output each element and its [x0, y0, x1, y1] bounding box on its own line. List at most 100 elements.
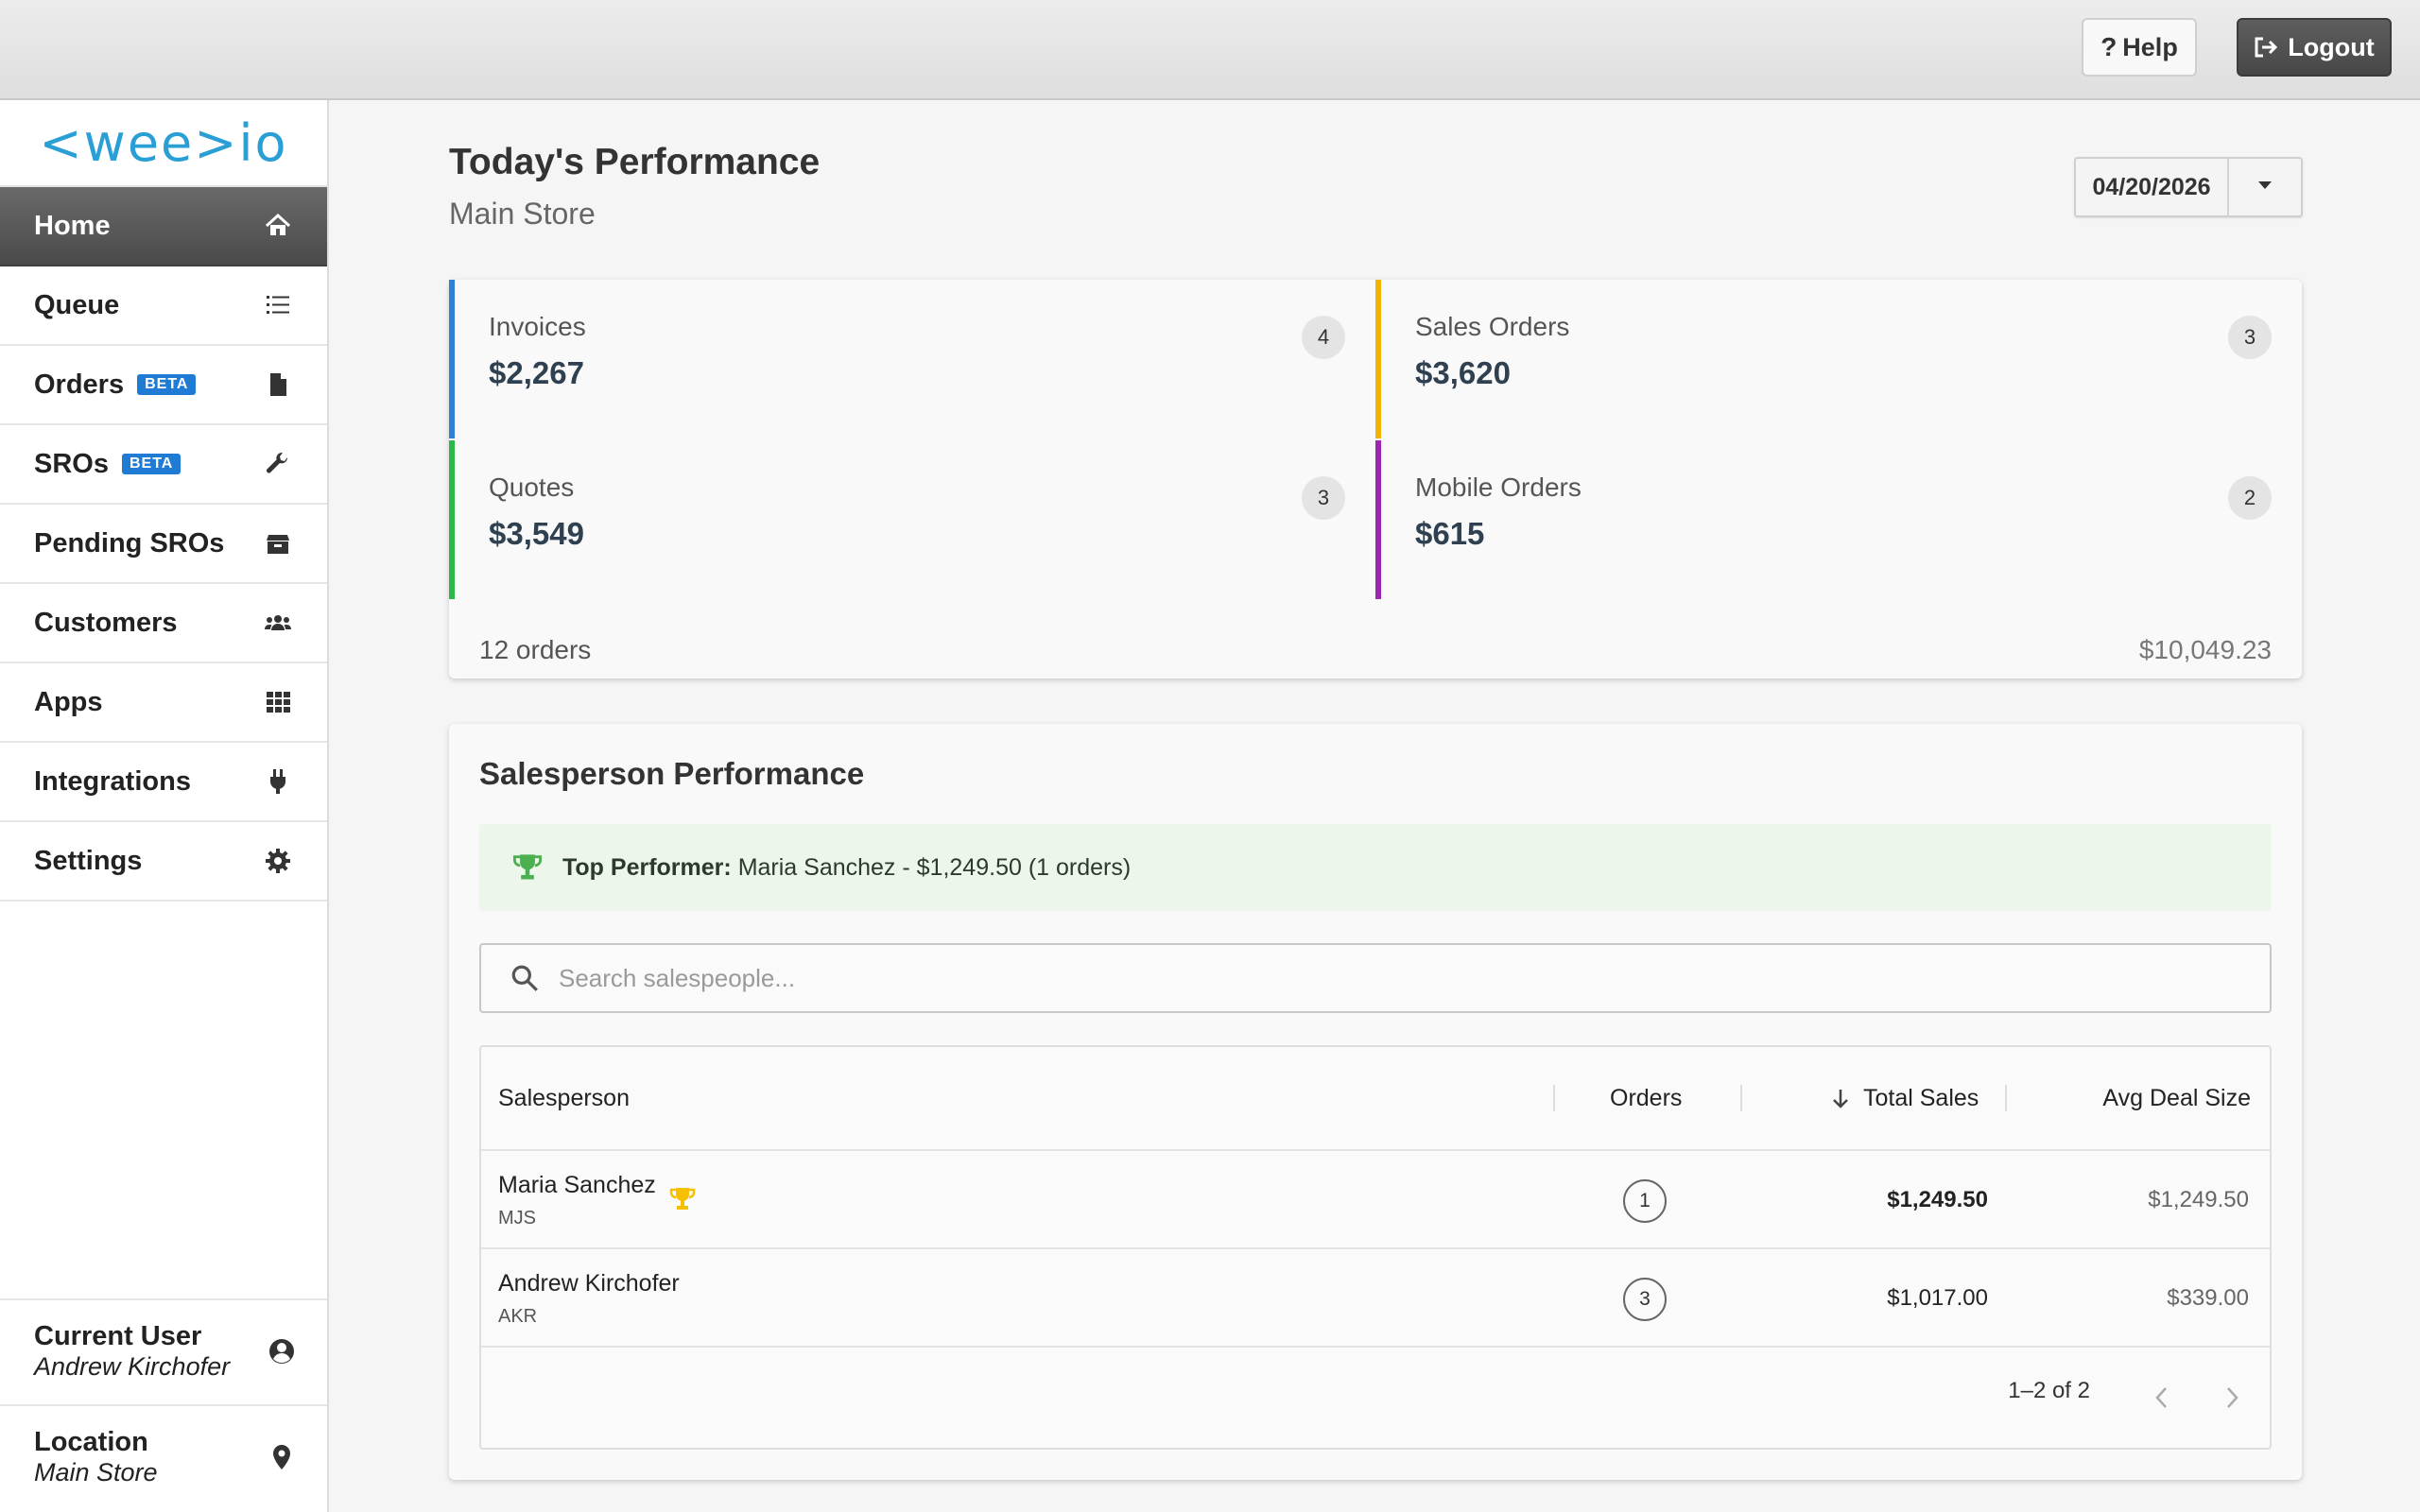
salesperson-initials: AKR: [498, 1306, 538, 1327]
column-header-label: Total Sales: [1863, 1085, 1979, 1111]
location-panel[interactable]: Location Main Store: [0, 1404, 327, 1508]
table-row[interactable]: Andrew Kirchofer AKR 3 $1,017.00 $339.00: [481, 1249, 2270, 1348]
salesperson-name: Maria Sanchez: [498, 1172, 656, 1198]
next-page-button[interactable]: [2222, 1385, 2241, 1410]
brand-logo[interactable]: <wee>io: [0, 100, 327, 187]
sidebar-item-label: Apps: [34, 686, 103, 717]
sidebar-item-label: Settings: [34, 845, 143, 876]
sidebar-item-label: Queue: [34, 289, 120, 320]
column-header-total-sales[interactable]: Total Sales: [1831, 1085, 1979, 1112]
logo-text: <wee>io: [39, 112, 288, 173]
current-user-panel[interactable]: Current User Andrew Kirchofer: [0, 1298, 327, 1402]
location-label: Location: [34, 1427, 148, 1457]
total-sales-value: $1,017.00: [1887, 1285, 1988, 1311]
avg-deal-value: $339.00: [2167, 1285, 2249, 1311]
help-label: Help: [2122, 32, 2178, 61]
salesperson-initials: MJS: [498, 1208, 536, 1228]
salesperson-performance-card: Salesperson Performance Top Performer: M…: [449, 724, 2302, 1480]
sidebar-item-home[interactable]: Home: [0, 187, 327, 266]
sidebar-item-queue[interactable]: Queue: [0, 266, 327, 346]
table-row[interactable]: Maria Sanchez MJS 1 $1,249.50 $1,249.50: [481, 1151, 2270, 1249]
stat-value: $3,549: [489, 516, 584, 551]
sidebar-item-integrations[interactable]: Integrations: [0, 743, 327, 822]
date-dropdown-button[interactable]: [2229, 159, 2301, 215]
sidebar: <wee>io Home Queue Orders BETA SROs BETA…: [0, 100, 329, 1512]
pagination: 1–2 of 2: [481, 1348, 2270, 1448]
sidebar-item-orders[interactable]: Orders BETA: [0, 346, 327, 425]
sidebar-item-apps[interactable]: Apps: [0, 663, 327, 743]
users-icon: [263, 608, 293, 638]
date-picker[interactable]: 04/20/2026: [2074, 157, 2303, 217]
total-orders-count: 12 orders: [479, 635, 592, 664]
caret-down-icon: [2256, 179, 2273, 196]
sidebar-item-label: Customers: [34, 607, 178, 638]
stat-value: $3,620: [1415, 355, 1511, 390]
chevron-left-icon: [2152, 1385, 2171, 1410]
sign-out-icon: [2254, 36, 2278, 59]
stat-label: Mobile Orders: [1415, 472, 1582, 502]
stat-mobile-orders[interactable]: Mobile Orders $615 2: [1375, 440, 2300, 599]
map-pin-icon: [267, 1442, 297, 1472]
list-icon: [263, 290, 293, 320]
beta-badge: BETA: [121, 454, 182, 474]
stat-quotes[interactable]: Quotes $3,549 3: [449, 440, 1374, 599]
home-icon: [263, 211, 293, 241]
stat-value: $2,267: [489, 355, 584, 390]
stat-sales-orders[interactable]: Sales Orders $3,620 3: [1375, 280, 2300, 438]
search-box[interactable]: [479, 943, 2272, 1013]
page-subtitle: Main Store: [449, 197, 596, 231]
performance-summary-card: Invoices $2,267 4 Sales Orders $3,620 3 …: [449, 280, 2302, 679]
stat-count-badge: 2: [2228, 476, 2272, 520]
stat-count-badge: 4: [1302, 316, 1345, 359]
sidebar-item-label: Orders: [34, 369, 125, 400]
stat-count-badge: 3: [1302, 476, 1345, 520]
avg-deal-value: $1,249.50: [2148, 1187, 2249, 1212]
previous-page-button[interactable]: [2152, 1385, 2171, 1410]
sidebar-item-customers[interactable]: Customers: [0, 584, 327, 663]
column-header-orders[interactable]: Orders: [1610, 1085, 1683, 1111]
page-title: Today's Performance: [449, 142, 821, 182]
orders-count-badge: 1: [1623, 1179, 1667, 1223]
stat-invoices[interactable]: Invoices $2,267 4: [449, 280, 1374, 438]
column-separator[interactable]: [1553, 1085, 1555, 1111]
help-button[interactable]: ? Help: [2082, 18, 2197, 77]
top-performer-label: Top Performer:: [562, 853, 732, 881]
current-user-label: Current User: [34, 1321, 202, 1351]
column-separator[interactable]: [2005, 1085, 2007, 1111]
stat-label: Quotes: [489, 472, 575, 502]
column-header-salesperson[interactable]: Salesperson: [498, 1085, 630, 1111]
trophy-icon: [668, 1185, 697, 1213]
box-icon: [263, 528, 293, 558]
total-sales-amount: $10,049.23: [2138, 635, 2272, 664]
gear-icon: [263, 846, 293, 876]
column-separator[interactable]: [1740, 1085, 1742, 1111]
stat-label: Sales Orders: [1415, 312, 1570, 341]
question-icon: ?: [2100, 32, 2118, 61]
stat-count-badge: 3: [2228, 316, 2272, 359]
pagination-range: 1–2 of 2: [2008, 1378, 2090, 1403]
trophy-icon: [511, 851, 544, 884]
file-icon: [263, 369, 293, 400]
plug-icon: [263, 766, 293, 797]
total-sales-value: $1,249.50: [1887, 1187, 1988, 1212]
column-header-avg-deal-size[interactable]: Avg Deal Size: [2102, 1085, 2251, 1111]
sidebar-item-label: Pending SROs: [34, 527, 225, 558]
top-bar: ? Help Logout: [0, 0, 2420, 100]
grid-icon: [263, 687, 293, 717]
table-header: Salesperson Orders Total Sales Avg Deal …: [481, 1047, 2270, 1151]
chevron-right-icon: [2222, 1385, 2241, 1410]
salesperson-table: Salesperson Orders Total Sales Avg Deal …: [479, 1045, 2272, 1450]
top-performer-banner: Top Performer: Maria Sanchez - $1,249.50…: [479, 824, 2272, 911]
salesperson-name: Andrew Kirchofer: [498, 1270, 680, 1297]
sidebar-item-label: SROs: [34, 448, 109, 479]
date-value[interactable]: 04/20/2026: [2076, 159, 2229, 215]
wrench-icon: [263, 449, 293, 479]
sidebar-item-pending-sros[interactable]: Pending SROs: [0, 505, 327, 584]
orders-count-badge: 3: [1623, 1278, 1667, 1321]
sidebar-item-sros[interactable]: SROs BETA: [0, 425, 327, 505]
logout-button[interactable]: Logout: [2237, 18, 2392, 77]
current-user-name: Andrew Kirchofer: [34, 1352, 231, 1381]
search-icon: [510, 963, 540, 993]
search-input[interactable]: [559, 963, 2166, 993]
sidebar-item-settings[interactable]: Settings: [0, 822, 327, 902]
